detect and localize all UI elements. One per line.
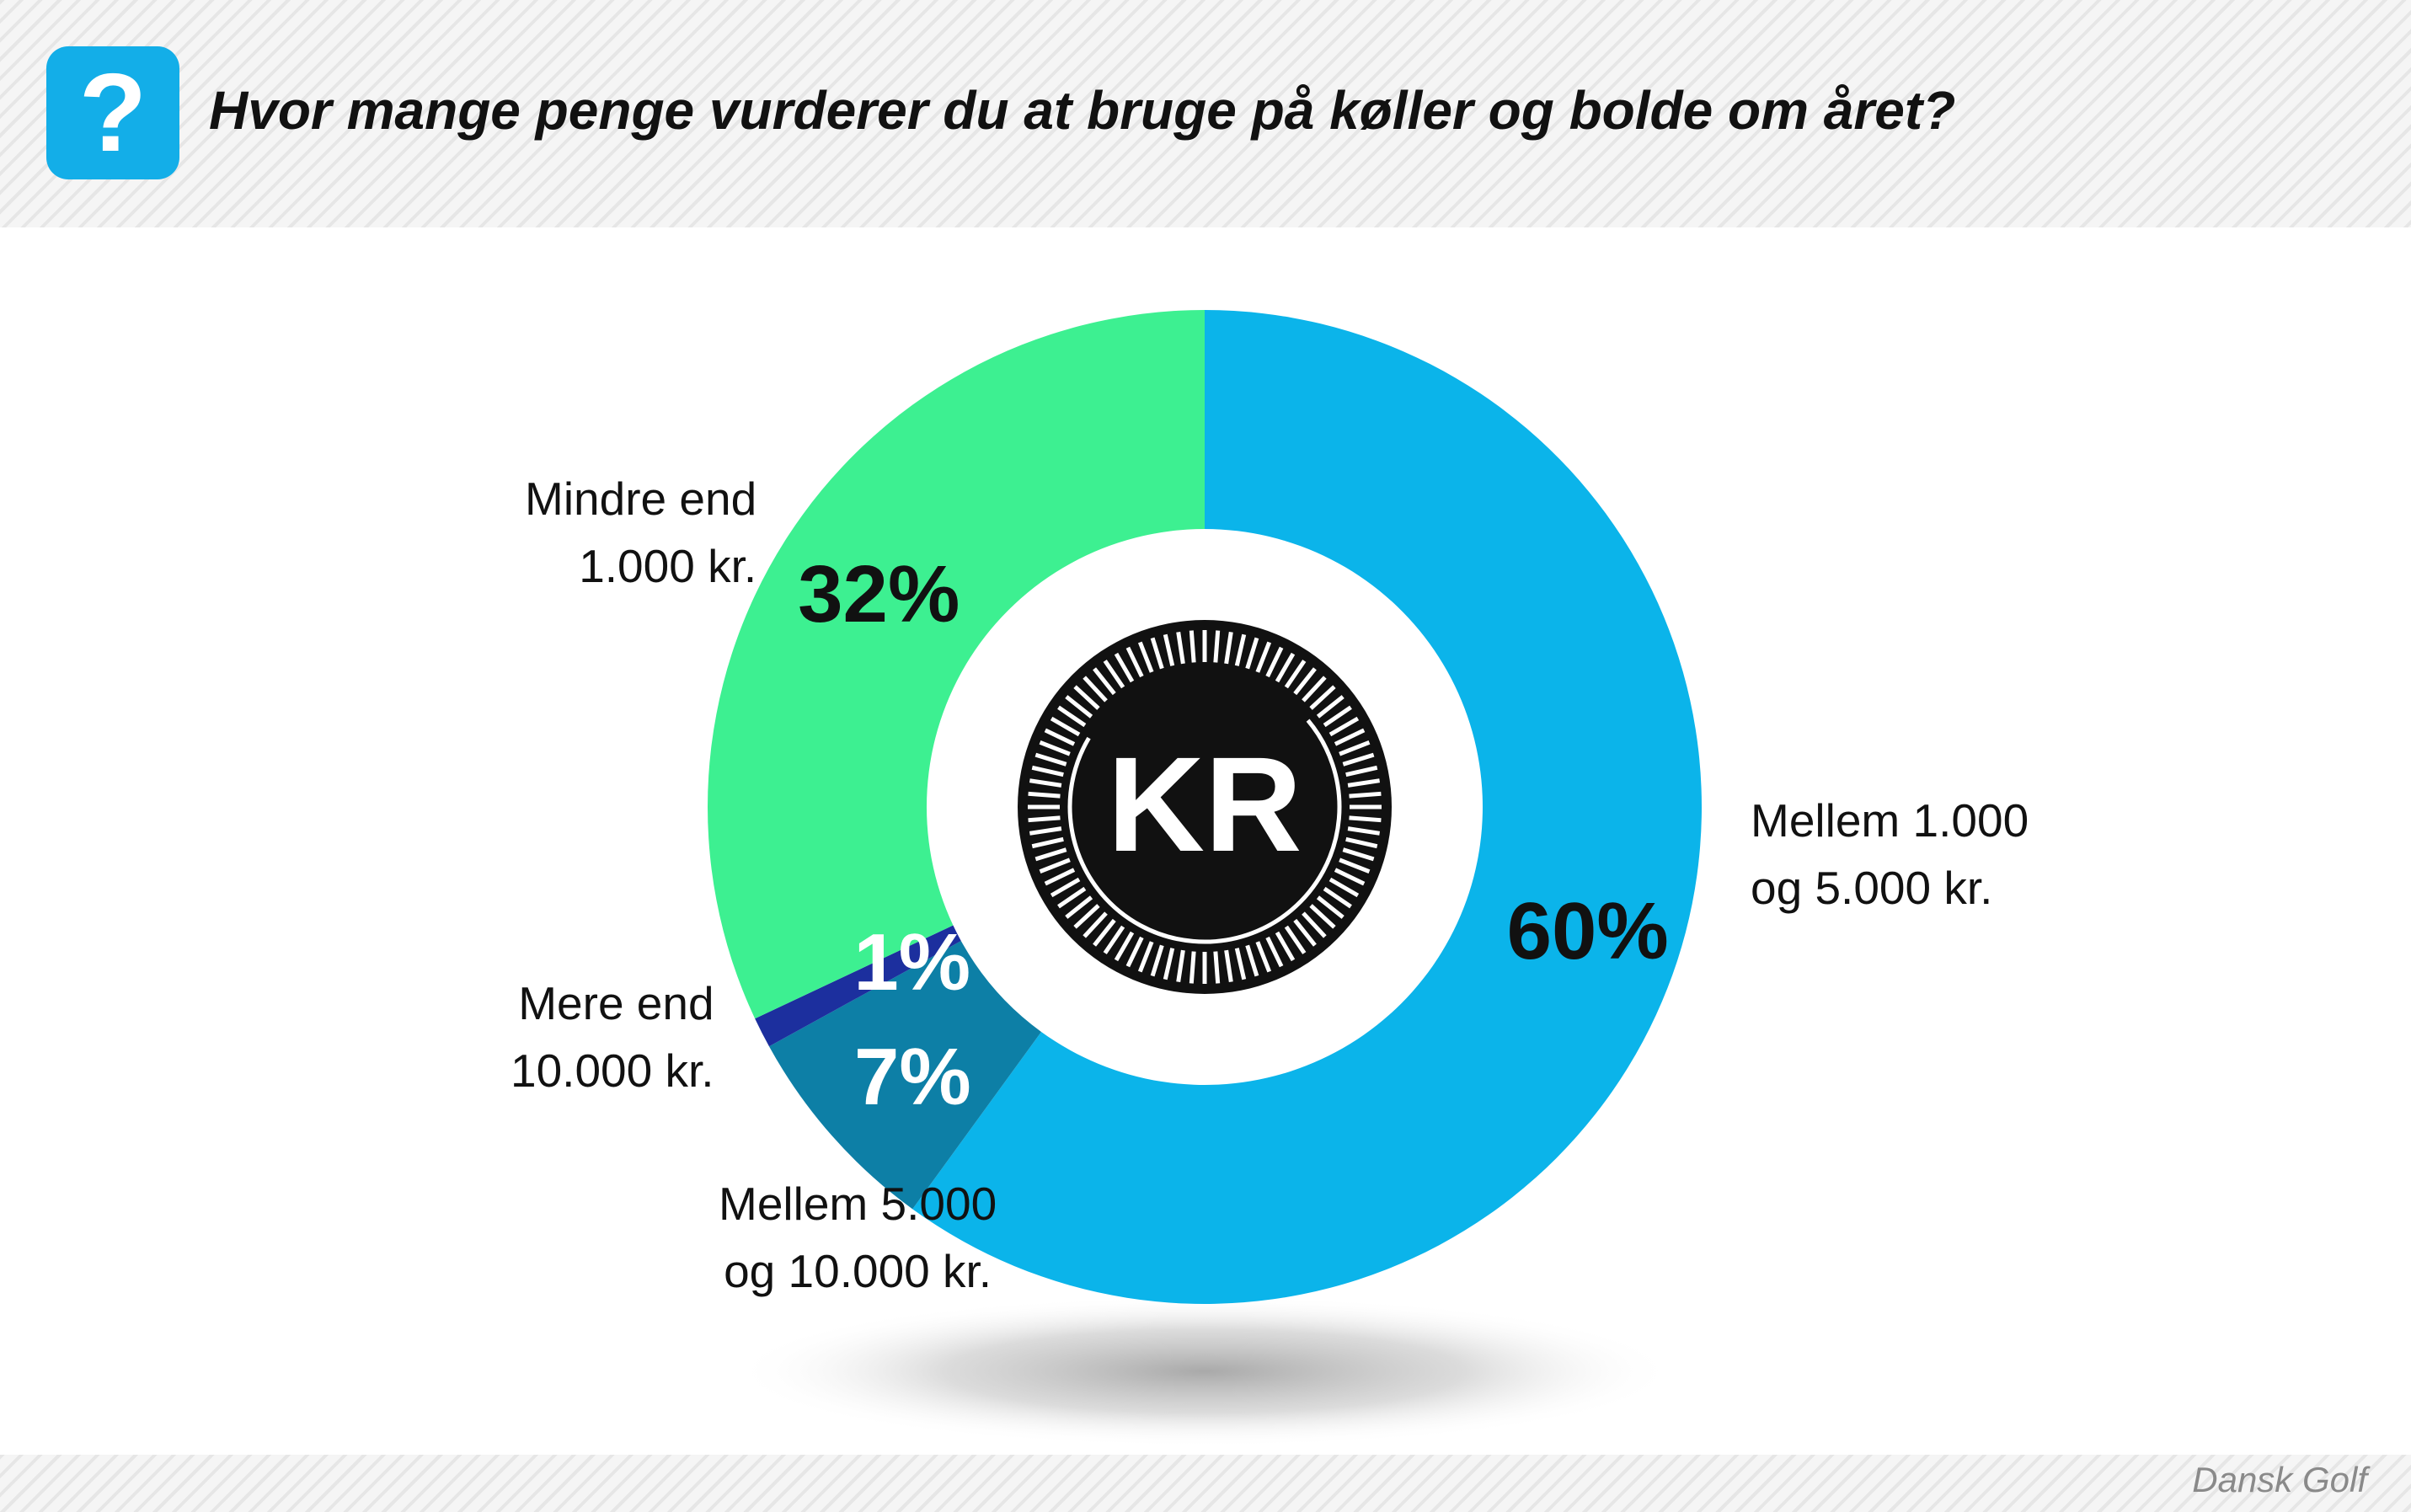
coin-inner-ring (1067, 670, 1342, 944)
slice-category-label-3: Mere end 10.000 kr. (511, 977, 714, 1097)
slice-value-label-4: 32% (798, 549, 960, 640)
coin-text: KR (1107, 729, 1302, 879)
chart-title: Hvor mange penge vurderer du at bruge på… (209, 80, 1956, 141)
coin-face (1018, 620, 1392, 994)
source-credit: Dansk Golf (2192, 1460, 2367, 1499)
question-mark-symbol: ? (78, 51, 147, 174)
header-band: ? Hvor mange penge vurderer du at bruge … (0, 0, 2411, 227)
slice-value-label-2: 7% (853, 1031, 971, 1122)
pie-slice-4 (707, 310, 1205, 1019)
coin-ticks (1028, 630, 1382, 984)
slice-category-label-4: Mindre end 1.000 kr. (525, 473, 757, 592)
pie-slice-3 (755, 925, 961, 1047)
slice-category-label-2: Mellem 5.000 og 10.000 kr. (719, 1178, 997, 1297)
coin-icon: KR (987, 590, 1422, 1024)
footer-band (0, 1455, 2411, 1512)
chart-shadow (733, 1296, 1676, 1447)
slice-category-label-1: Mellem 1.000 og 5.000 kr. (1751, 794, 2029, 914)
slice-value-label-1: 60% (1506, 885, 1669, 976)
pie-slice-2 (768, 940, 1042, 1210)
pie-slice-1 (912, 310, 1702, 1304)
slice-value-label-3: 1% (853, 917, 971, 1008)
question-mark-icon: ? (46, 46, 179, 179)
